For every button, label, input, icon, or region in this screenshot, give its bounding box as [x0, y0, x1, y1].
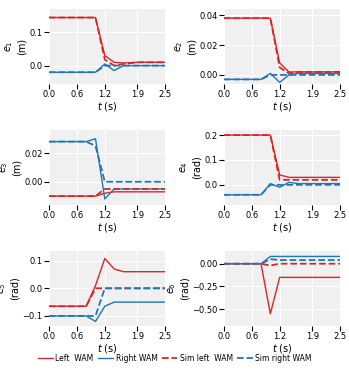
Y-axis label: $e_4$
(rad): $e_4$ (rad) [178, 155, 202, 179]
Y-axis label: $e_6$
(rad): $e_6$ (rad) [166, 276, 189, 300]
X-axis label: $t$ (s): $t$ (s) [97, 342, 118, 355]
X-axis label: $t$ (s): $t$ (s) [97, 221, 118, 234]
Y-axis label: $e_5$
(rad): $e_5$ (rad) [0, 276, 20, 300]
X-axis label: $t$ (s): $t$ (s) [272, 342, 292, 355]
Y-axis label: $e_1$
(m): $e_1$ (m) [3, 38, 27, 55]
Y-axis label: $e_3$
(m): $e_3$ (m) [0, 159, 21, 176]
X-axis label: $t$ (s): $t$ (s) [97, 101, 118, 114]
X-axis label: $t$ (s): $t$ (s) [272, 221, 292, 234]
Legend: Left  WAM, Right WAM, Sim left  WAM, Sim right WAM: Left WAM, Right WAM, Sim left WAM, Sim r… [35, 351, 314, 366]
Y-axis label: $e_2$
(m): $e_2$ (m) [173, 38, 196, 55]
X-axis label: $t$ (s): $t$ (s) [272, 101, 292, 114]
